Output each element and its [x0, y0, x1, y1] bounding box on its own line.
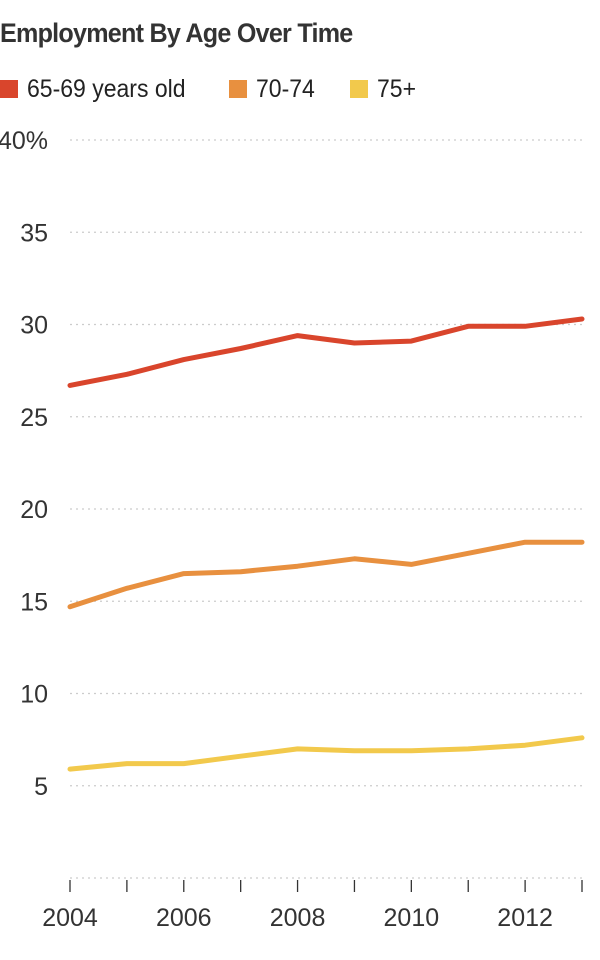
y-tick-label: 20: [20, 496, 48, 524]
legend-label-75-plus: 75+: [377, 74, 417, 103]
x-tick-label: 2012: [497, 904, 553, 932]
x-tick-label: 2010: [384, 904, 440, 932]
y-tick-label: 30: [20, 312, 48, 340]
legend-item-65-69: 65-69 years old: [0, 75, 199, 104]
y-tick-label: 10: [20, 681, 48, 709]
y-tick-label: 5: [34, 773, 48, 801]
series-line-0: [67, 316, 585, 388]
legend-label-70-74: 70-74: [256, 74, 316, 103]
legend-swatch-65-69: [0, 80, 18, 98]
legend: 65-69 years old 70-74 75+: [0, 74, 450, 104]
series-line-1: [67, 539, 585, 610]
x-tick-label: 2006: [156, 904, 212, 932]
legend-swatch-75-plus: [350, 80, 369, 98]
y-tick-label: 40%: [0, 127, 48, 155]
y-tick-label: 25: [20, 404, 48, 432]
y-axis-tick-labels: 40% 35 30 25 20 15 10 5: [0, 127, 48, 801]
series-lines: [67, 316, 585, 772]
y-tick-label: 15: [20, 588, 48, 616]
x-axis: 2004 2006 2008 2010 2012: [42, 877, 583, 932]
chart-title: Employment By Age Over Time: [0, 18, 353, 48]
legend-item-75-plus: 75+: [350, 75, 419, 104]
x-tick-label: 2004: [42, 904, 98, 932]
x-tick-label: 2008: [270, 904, 326, 932]
y-tick-label: 35: [20, 219, 48, 247]
legend-swatch-70-74: [229, 80, 248, 98]
legend-item-70-74: 70-74: [229, 75, 320, 104]
legend-label-65-69: 65-69 years old: [27, 74, 186, 103]
gridlines: [70, 139, 582, 787]
series-line-2: [67, 735, 585, 772]
